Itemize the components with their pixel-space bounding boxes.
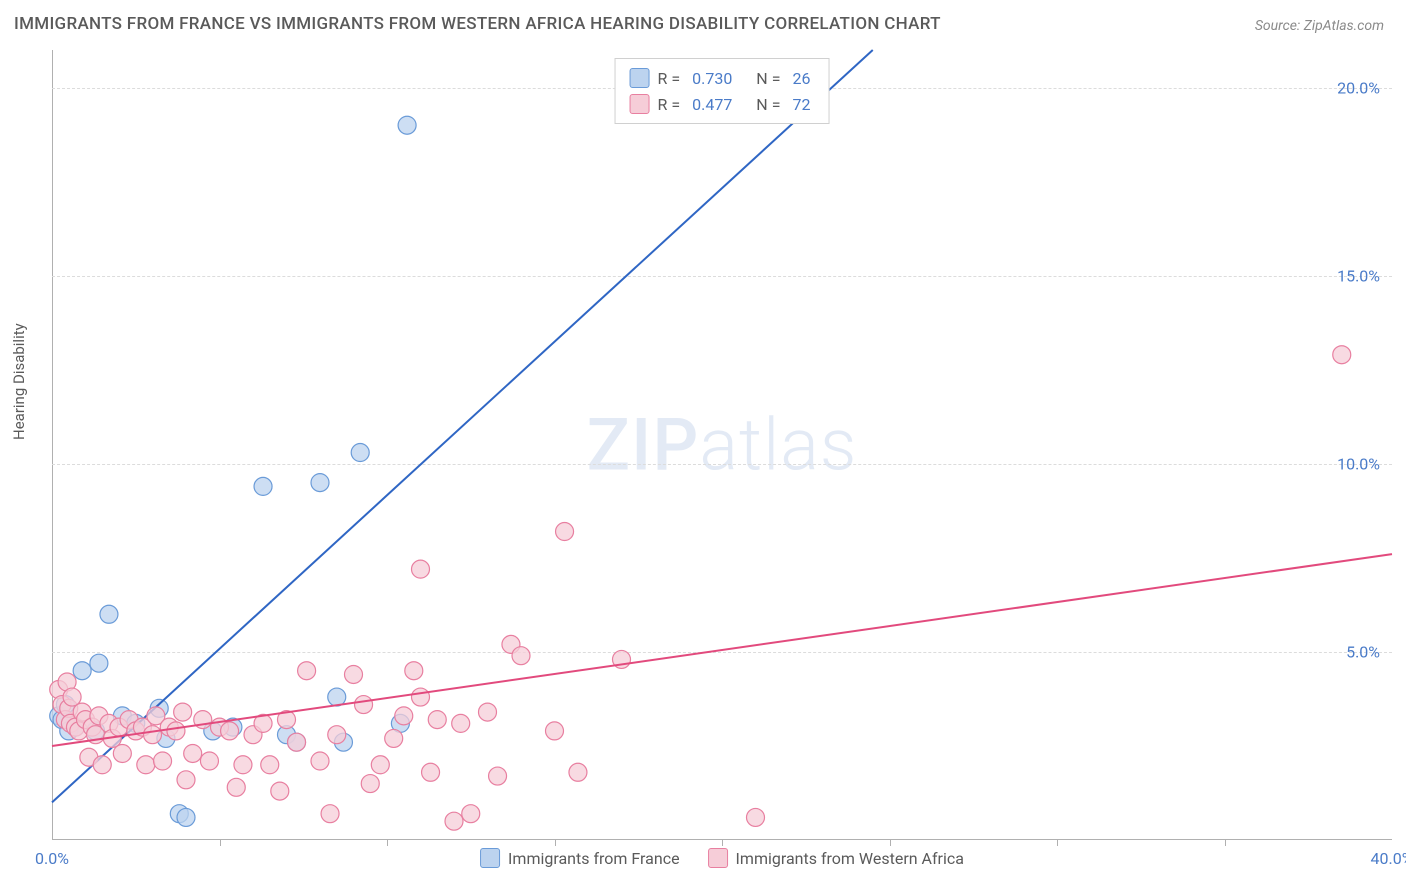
data-point [271, 782, 289, 800]
r-label: R = [658, 69, 681, 88]
swatch-icon [708, 848, 728, 868]
data-point [221, 722, 239, 740]
data-point [355, 696, 373, 714]
data-point [90, 654, 108, 672]
data-point [298, 662, 316, 680]
swatch-icon [480, 848, 500, 868]
data-point [144, 726, 162, 744]
data-point [200, 752, 218, 770]
data-point [311, 752, 329, 770]
data-point [137, 756, 155, 774]
legend-row-1: R = 0.730 N = 26 [630, 65, 815, 91]
data-point [345, 665, 363, 683]
data-point [361, 775, 379, 793]
data-point [385, 729, 403, 747]
data-point [412, 560, 430, 578]
data-point [234, 756, 252, 774]
data-point [512, 647, 530, 665]
correlation-legend: R = 0.730 N = 26 R = 0.477 N = 72 [615, 58, 830, 124]
n-value: 26 [792, 69, 810, 88]
data-point [321, 805, 339, 823]
data-point [174, 703, 192, 721]
data-point [546, 722, 564, 740]
chart-title: IMMIGRANTS FROM FRANCE VS IMMIGRANTS FRO… [14, 14, 941, 34]
series-legend: Immigrants from France Immigrants from W… [480, 848, 964, 868]
data-point [412, 688, 430, 706]
data-point [398, 116, 416, 134]
data-point [288, 733, 306, 751]
legend-item-2: Immigrants from Western Africa [708, 848, 964, 868]
plot-area: ZIPatlas 5.0%10.0%15.0%20.0% 0.0%40.0% R… [52, 50, 1392, 840]
data-point [311, 474, 329, 492]
data-point [489, 767, 507, 785]
series-name: Immigrants from Western Africa [736, 849, 964, 868]
data-point [227, 778, 245, 796]
data-point [177, 808, 195, 826]
chart-canvas [52, 50, 1392, 840]
data-point [428, 711, 446, 729]
data-point [154, 752, 172, 770]
data-point [93, 756, 111, 774]
data-point [747, 808, 765, 826]
data-point [445, 812, 463, 830]
legend-row-2: R = 0.477 N = 72 [630, 91, 815, 117]
data-point [167, 722, 185, 740]
data-point [479, 703, 497, 721]
x-tick-label: 0.0% [35, 849, 69, 868]
data-point [73, 662, 91, 680]
n-label: N = [756, 95, 780, 114]
data-point [351, 444, 369, 462]
r-value: 0.477 [692, 95, 732, 114]
data-point [452, 714, 470, 732]
swatch-icon [630, 94, 650, 114]
data-point [371, 756, 389, 774]
data-point [254, 477, 272, 495]
r-label: R = [658, 95, 681, 114]
data-point [261, 756, 279, 774]
r-value: 0.730 [692, 69, 732, 88]
data-point [328, 726, 346, 744]
legend-item-1: Immigrants from France [480, 848, 680, 868]
data-point [556, 523, 574, 541]
data-point [462, 805, 480, 823]
data-point [184, 744, 202, 762]
data-point [113, 744, 131, 762]
data-point [100, 605, 118, 623]
x-tick-label: 40.0% [1371, 849, 1406, 868]
n-label: N = [756, 69, 780, 88]
data-point [395, 707, 413, 725]
data-point [422, 763, 440, 781]
trend-line [52, 554, 1392, 746]
data-point [569, 763, 587, 781]
source-attribution: Source: ZipAtlas.com [1255, 18, 1384, 34]
n-value: 72 [792, 95, 810, 114]
data-point [177, 771, 195, 789]
series-name: Immigrants from France [508, 849, 680, 868]
trend-line [52, 50, 873, 802]
swatch-icon [630, 68, 650, 88]
data-point [405, 662, 423, 680]
data-point [1333, 346, 1351, 364]
y-axis-label: Hearing Disability [10, 323, 28, 440]
